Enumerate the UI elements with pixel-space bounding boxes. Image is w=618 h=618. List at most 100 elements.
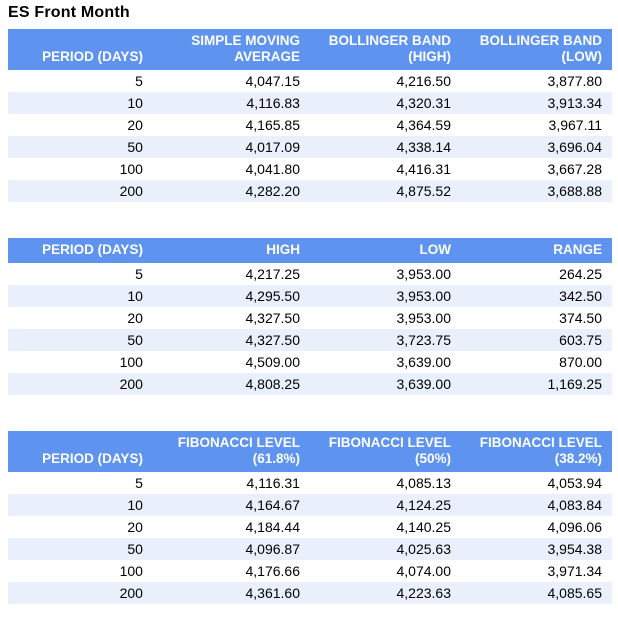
table-cell: 4,116.83	[246, 95, 300, 111]
table-cell: 4,338.14	[396, 139, 451, 155]
table-cell: 4,282.20	[245, 183, 300, 199]
table-cell: 3,953.00	[396, 288, 451, 304]
table-cell: 5	[135, 73, 143, 89]
table-cell: 4,041.80	[245, 161, 300, 177]
table-cell: 50	[127, 139, 143, 155]
table-cell: 4,116.31	[246, 475, 300, 491]
table-row: 200 4,361.60 4,223.63 4,085.65	[8, 582, 612, 604]
table-cell: 10	[127, 95, 143, 111]
table-cell: 4,164.67	[245, 497, 300, 513]
table-row: 200 4,282.20 4,875.52 3,688.88	[8, 180, 612, 202]
table-cell: 4,327.50	[245, 332, 300, 348]
table-row: PERIOD (DAYS) SIMPLE MOVING AVERAGE BOLLIN…	[8, 29, 612, 70]
table-cell: 3,639.00	[396, 354, 451, 370]
table-cell: 50	[127, 541, 143, 557]
column-header: LOW	[309, 238, 461, 263]
table-row: 100 4,509.00 3,639.00 870.00	[8, 351, 612, 373]
table-cell: 4,184.44	[245, 519, 300, 535]
table-cell: 3,688.88	[547, 183, 603, 199]
table-body: 5 4,217.25 3,953.00 264.25 10 4,295.50 3,953.0…	[8, 263, 612, 395]
table-fibonacci-levels: PERIOD (DAYS) FIBONACCI LEVEL (61.8%) FIBO…	[8, 431, 612, 604]
column-header: FIBONACCI LEVEL (50%)	[309, 431, 461, 472]
column-header: PERIOD (DAYS)	[8, 29, 153, 70]
table-cell: 3,877.80	[547, 73, 603, 89]
table-high-low-range: PERIOD (DAYS) HIGH LOW RANGE 5 4,217.25 3,953…	[8, 238, 612, 395]
table-cell: 4,025.63	[396, 541, 451, 557]
table-cell: 5	[135, 266, 143, 282]
table-cell: 4,074.00	[396, 563, 451, 579]
table-cell: 4,808.25	[245, 376, 300, 392]
table-cell: 4,096.06	[547, 519, 603, 535]
table-row: 5 4,047.15 4,216.50 3,877.80	[8, 70, 612, 92]
table-row: 100 4,176.66 4,074.00 3,971.34	[8, 560, 612, 582]
table-cell: 264.25	[559, 266, 602, 282]
table-cell: 4,176.66	[245, 563, 300, 579]
table-cell: 4,364.59	[396, 117, 451, 133]
table-cell: 5	[135, 475, 143, 491]
column-header: RANGE	[460, 238, 612, 263]
table-cell: 4,047.15	[245, 73, 300, 89]
table-row: 10 4,295.50 3,953.00 342.50	[8, 285, 612, 307]
table-cell: 20	[127, 117, 143, 133]
table-cell: 100	[119, 563, 143, 579]
table-cell: 4,096.87	[245, 541, 300, 557]
column-header: FIBONACCI LEVEL (38.2%)	[460, 431, 612, 472]
table-row: PERIOD (DAYS) FIBONACCI LEVEL (61.8%) FIBO…	[8, 431, 612, 472]
table-row: 5 4,116.31 4,085.13 4,053.94	[8, 472, 612, 494]
table-cell: 603.75	[559, 332, 602, 348]
table-cell: 4,875.52	[396, 183, 451, 199]
table-row: 10 4,116.83 4,320.31 3,913.34	[8, 92, 612, 114]
table-row: 50 4,327.50 3,723.75 603.75	[8, 329, 612, 351]
column-header: FIBONACCI LEVEL (61.8%)	[152, 431, 310, 472]
table-cell: 100	[119, 161, 143, 177]
table-header-row: PERIOD (DAYS) SIMPLE MOVING AVERAGE BOLLIN…	[8, 29, 612, 70]
table-cell: 10	[127, 288, 143, 304]
table-row: 100 4,041.80 4,416.31 3,667.28	[8, 158, 612, 180]
column-header: PERIOD (DAYS)	[8, 238, 153, 263]
table-cell: 4,361.60	[245, 585, 300, 601]
table-cell: 4,124.25	[396, 497, 451, 513]
table-header-row: PERIOD (DAYS) FIBONACCI LEVEL (61.8%) FIBO…	[8, 431, 612, 472]
table-cell: 50	[127, 332, 143, 348]
table-row: 50 4,096.87 4,025.63 3,954.38	[8, 538, 612, 560]
table-cell: 4,416.31	[396, 161, 451, 177]
table-cell: 3,667.28	[547, 161, 603, 177]
table-body: 5 4,047.15 4,216.50 3,877.80 10 4,116.83 4,320…	[8, 70, 612, 202]
table-header-row: PERIOD (DAYS) HIGH LOW RANGE	[8, 238, 612, 263]
table-cell: 3,696.04	[547, 139, 603, 155]
table-cell: 4,509.00	[245, 354, 300, 370]
table-cell: 4,165.85	[245, 117, 300, 133]
table-cell: 4,223.63	[396, 585, 451, 601]
column-header: SIMPLE MOVING AVERAGE	[152, 29, 310, 70]
table-cell: 200	[119, 585, 143, 601]
table-cell: 3,723.75	[396, 332, 451, 348]
table-row: 10 4,164.67 4,124.25 4,083.84	[8, 494, 612, 516]
table-cell: 4,140.25	[396, 519, 451, 535]
table-cell: 4,327.50	[245, 310, 300, 326]
table-cell: 200	[119, 376, 143, 392]
table-row: 50 4,017.09 4,338.14 3,696.04	[8, 136, 612, 158]
report: ES Front Month PERIOD (DAYS) SIMPLE MOVIN…	[8, 4, 612, 604]
table-cell: 4,085.65	[547, 585, 603, 601]
column-header: HIGH	[152, 238, 310, 263]
table-cell: 4,217.25	[245, 266, 300, 282]
table-cell: 3,971.34	[547, 563, 603, 579]
table-cell: 4,320.31	[396, 95, 451, 111]
table-row: PERIOD (DAYS) HIGH LOW RANGE	[8, 238, 612, 263]
table-cell: 4,017.09	[245, 139, 300, 155]
column-header: BOLLINGER BAND (HIGH)	[309, 29, 461, 70]
column-header: PERIOD (DAYS)	[8, 431, 153, 472]
table-row: 200 4,808.25 3,639.00 1,169.25	[8, 373, 612, 395]
table-body: 5 4,116.31 4,085.13 4,053.94 10 4,164.67 4,124…	[8, 472, 612, 604]
table-cell: 870.00	[559, 354, 602, 370]
page-title: ES Front Month	[8, 4, 130, 21]
table-cell: 3,639.00	[396, 376, 451, 392]
table-cell: 4,216.50	[396, 73, 451, 89]
table-cell: 4,053.94	[547, 475, 603, 491]
table-cell: 1,169.25	[547, 376, 603, 392]
table-row: 20 4,165.85 4,364.59 3,967.11	[8, 114, 612, 136]
table-cell: 374.50	[559, 310, 602, 326]
table-cell: 20	[127, 519, 143, 535]
table-cell: 342.50	[559, 288, 602, 304]
table-cell: 4,083.84	[547, 497, 603, 513]
